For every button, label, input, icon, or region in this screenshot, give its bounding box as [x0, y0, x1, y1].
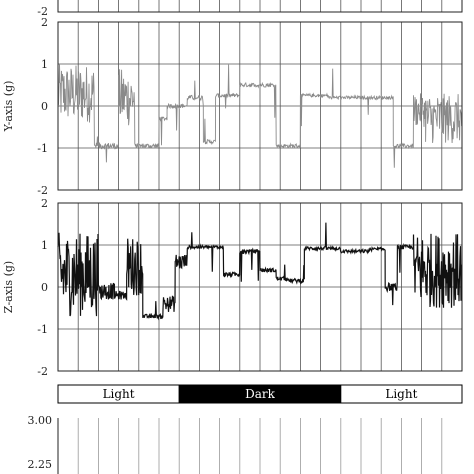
light-segment: [340, 384, 463, 404]
z-axis-panel: 2 1 0 -1 -2 Z-axis (g): [2, 197, 463, 378]
dark-label: Dark: [245, 387, 276, 401]
z-axis-panel-grid: [58, 202, 462, 372]
y-axis-series: [57, 64, 463, 168]
y-axis-signal-line: [57, 64, 463, 168]
bottom-panel-ytick: 3.00: [28, 414, 53, 427]
z-axis-tick-label: -2: [37, 365, 48, 378]
light-label: Light: [103, 387, 135, 401]
y-axis-tick-label: 1: [41, 58, 48, 71]
y-axis-title: Y-axis (g): [2, 81, 15, 133]
z-axis-tick-label: 1: [41, 239, 48, 252]
light-dark-bar: Light Dark Light: [57, 384, 463, 404]
top-panel: -2: [37, 0, 463, 18]
z-axis-panel-frame: [57, 202, 463, 372]
light-label: Light: [385, 387, 417, 401]
bottom-panel: 3.00 2.25: [28, 414, 443, 474]
z-axis-tick-label: 2: [41, 197, 48, 210]
bottom-panel-grid: [77, 418, 443, 474]
y-axis-panel-frame: [57, 21, 463, 191]
z-axis-series: [57, 222, 463, 321]
y-axis-tick-label: -1: [37, 142, 48, 155]
top-panel-grid: [58, 0, 462, 13]
z-axis-tick-label: -1: [37, 323, 48, 336]
y-axis-tick-label: 2: [41, 16, 48, 29]
top-panel-ytick: -2: [37, 5, 48, 18]
z-axis-title: Z-axis (g): [2, 261, 15, 313]
top-panel-frame: [57, 0, 463, 13]
z-axis-tick-label: 0: [41, 281, 48, 294]
y-axis-tick-label: 0: [41, 100, 48, 113]
y-axis-tick-label: -2: [37, 184, 48, 197]
z-axis-signal-line: [57, 222, 463, 321]
bottom-panel-ytick: 2.25: [28, 458, 53, 471]
y-axis-panel: 2 1 0 -1 -2 Y-axis (g): [2, 16, 463, 197]
